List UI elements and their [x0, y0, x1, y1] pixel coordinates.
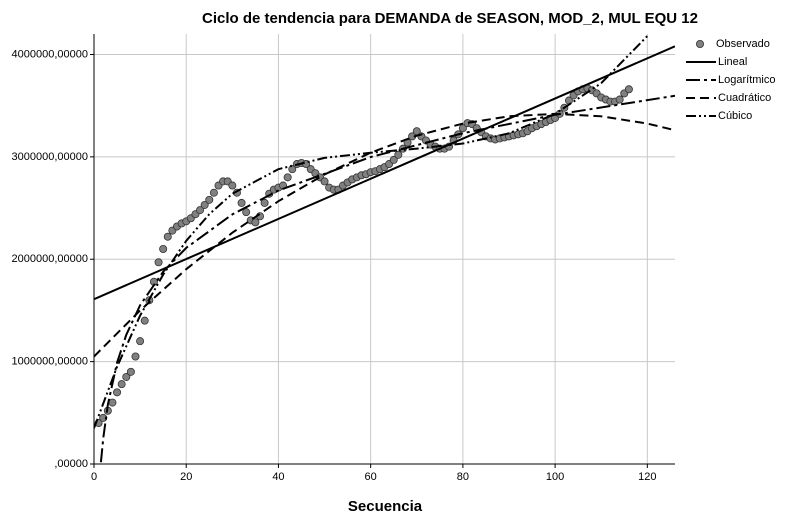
- data-point: [113, 388, 122, 397]
- data-point: [389, 155, 398, 164]
- legend-label: Cúbico: [718, 110, 752, 122]
- data-point: [108, 398, 117, 407]
- x-tick-label: 40: [272, 471, 284, 483]
- y-tick-label: 2000000,00000: [12, 253, 88, 265]
- data-point: [122, 372, 131, 381]
- x-axis-label: Secuencia: [348, 498, 423, 515]
- fit-line: [94, 45, 675, 301]
- data-point: [209, 188, 218, 197]
- x-tick-label: 100: [546, 471, 564, 483]
- legend-label: Cuadrático: [718, 92, 771, 104]
- x-tick-label: 20: [180, 471, 192, 483]
- data-point: [200, 200, 209, 209]
- x-tick-label: 60: [365, 471, 377, 483]
- data-point: [260, 198, 269, 207]
- data-point: [154, 258, 163, 267]
- x-tick-label: 80: [457, 471, 469, 483]
- data-point: [136, 337, 145, 346]
- legend-label: Observado: [716, 38, 770, 50]
- legend: Observado Lineal Logarítmico Cuadrático Cúbi…: [686, 38, 775, 122]
- x-tick-label: 0: [91, 471, 97, 483]
- data-point: [131, 352, 140, 361]
- data-point: [320, 177, 329, 186]
- y-tick-label: ,00000: [54, 458, 88, 470]
- data-point: [237, 198, 246, 207]
- chart-title: Ciclo de tendencia para DEMANDA de SEASO…: [202, 10, 698, 27]
- data-point: [615, 95, 624, 104]
- data-point: [251, 218, 260, 227]
- legend-marker: [696, 40, 705, 49]
- data-point: [140, 316, 149, 325]
- data-point: [159, 244, 168, 253]
- data-point: [624, 85, 633, 94]
- data-point: [288, 165, 297, 174]
- y-tick-label: 1000000,00000: [12, 356, 88, 368]
- legend-label: Lineal: [718, 56, 747, 68]
- data-point: [228, 181, 237, 190]
- x-tick-label: 120: [638, 471, 656, 483]
- y-tick-label: 4000000,00000: [12, 48, 88, 60]
- fit-line: [94, 112, 675, 358]
- data-point: [205, 195, 214, 204]
- plot-area: [94, 35, 675, 463]
- data-point: [117, 380, 126, 389]
- data-point: [196, 206, 205, 215]
- data-point: [126, 367, 135, 376]
- legend-label: Logarítmico: [718, 74, 775, 86]
- fit-line: [94, 35, 649, 429]
- data-point: [394, 150, 403, 159]
- y-tick-label: 3000000,00000: [12, 151, 88, 163]
- data-point: [242, 208, 251, 217]
- grid: [93, 34, 675, 465]
- data-point: [283, 173, 292, 182]
- fit-line: [99, 94, 675, 463]
- data-point: [163, 232, 172, 241]
